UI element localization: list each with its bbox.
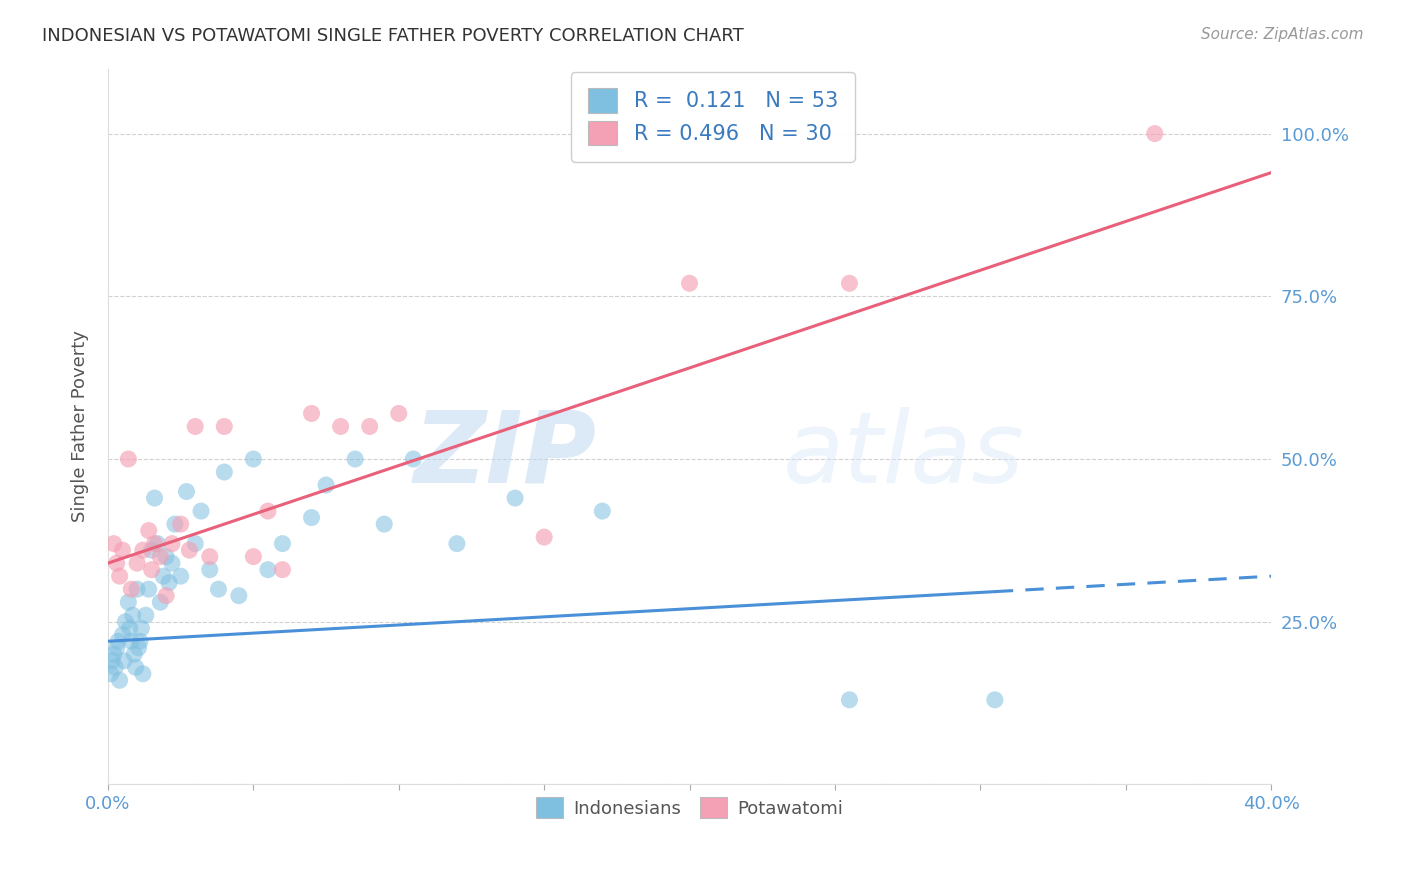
Point [1143,127,1166,141]
Legend: Indonesians, Potawatomi: Indonesians, Potawatomi [529,790,851,825]
Point [591,504,613,518]
Point [141,543,163,558]
Point [388,407,411,421]
Text: INDONESIAN VS POTAWATOMI SINGLE FATHER POVERTY CORRELATION CHART: INDONESIAN VS POTAWATOMI SINGLE FATHER P… [42,27,744,45]
Point [242,549,264,564]
Point [198,549,221,564]
Point [446,536,468,550]
Point [184,419,207,434]
Point [373,517,395,532]
Point [103,647,125,661]
Point [152,569,174,583]
Y-axis label: Single Father Poverty: Single Father Poverty [72,331,89,523]
Point [160,536,183,550]
Point [107,634,129,648]
Point [101,654,124,668]
Point [141,563,163,577]
Point [138,524,160,538]
Point [105,640,128,655]
Point [157,575,180,590]
Point [257,504,280,518]
Point [228,589,250,603]
Point [533,530,555,544]
Point [402,452,425,467]
Point [344,452,367,467]
Point [125,556,148,570]
Point [678,277,700,291]
Point [838,693,860,707]
Point [132,543,155,558]
Point [329,419,352,434]
Point [214,419,236,434]
Text: Source: ZipAtlas.com: Source: ZipAtlas.com [1201,27,1364,42]
Point [503,491,526,505]
Point [108,673,131,688]
Point [120,634,142,648]
Point [124,660,146,674]
Point [143,491,166,505]
Point [242,452,264,467]
Point [129,634,152,648]
Point [315,478,337,492]
Point [111,628,134,642]
Point [146,536,169,550]
Point [198,563,221,577]
Point [138,582,160,597]
Point [149,549,172,564]
Point [176,484,198,499]
Point [112,654,135,668]
Point [121,608,143,623]
Point [170,569,193,583]
Point [184,536,207,550]
Point [135,608,157,623]
Point [104,660,127,674]
Text: ZIP: ZIP [413,407,596,504]
Point [984,693,1007,707]
Point [117,595,139,609]
Point [111,543,134,558]
Point [271,563,294,577]
Point [117,452,139,467]
Point [301,407,323,421]
Point [155,549,177,564]
Point [207,582,229,597]
Point [160,556,183,570]
Point [838,277,860,291]
Point [301,510,323,524]
Point [149,595,172,609]
Point [131,621,153,635]
Point [257,563,280,577]
Point [179,543,201,558]
Point [214,465,236,479]
Point [170,517,193,532]
Point [120,582,142,597]
Point [114,615,136,629]
Point [155,589,177,603]
Point [143,536,166,550]
Point [190,504,212,518]
Point [118,621,141,635]
Point [359,419,381,434]
Point [105,556,128,570]
Text: atlas: atlas [783,407,1024,504]
Point [125,582,148,597]
Point [128,640,150,655]
Point [271,536,294,550]
Point [103,536,125,550]
Point [122,647,145,661]
Point [163,517,186,532]
Point [108,569,131,583]
Point [132,666,155,681]
Point [100,666,122,681]
